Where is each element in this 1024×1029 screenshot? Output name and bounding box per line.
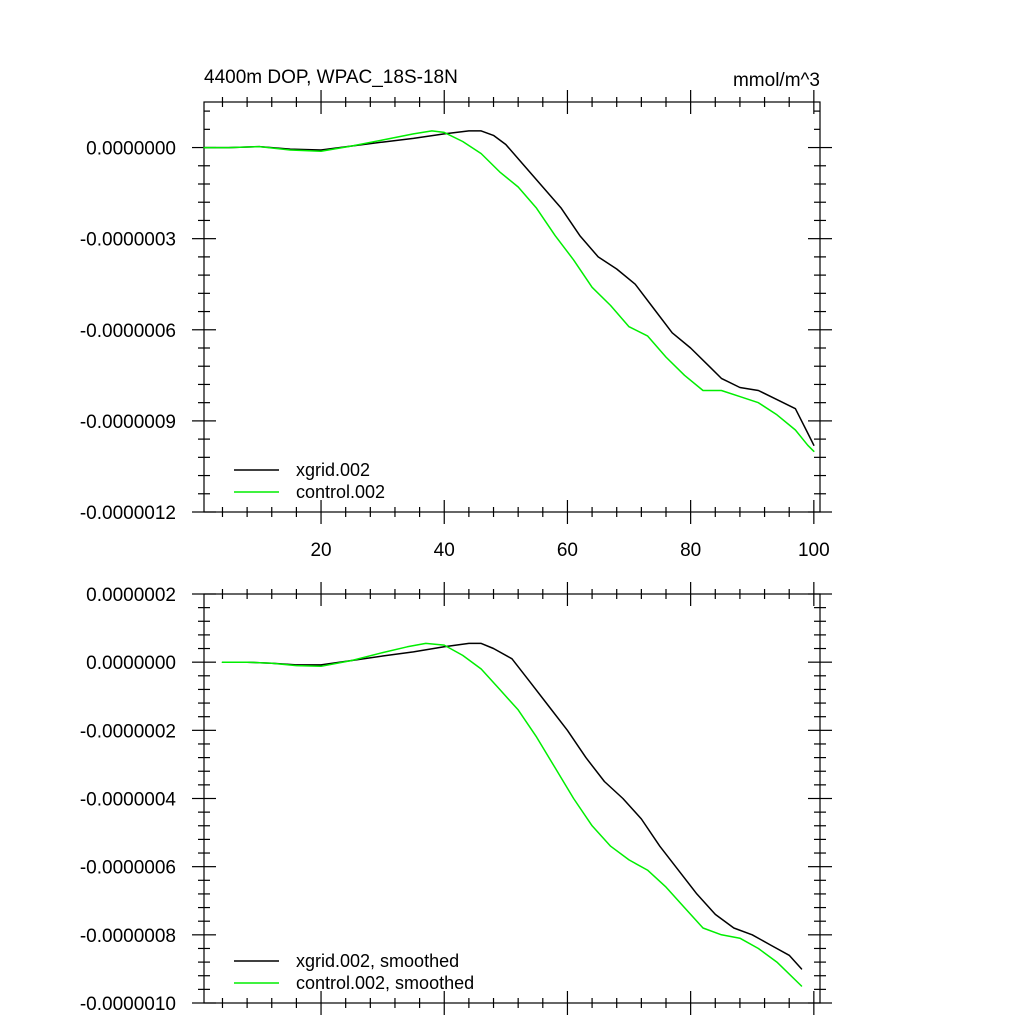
y-tick-label: -0.0000006 [80,321,176,342]
y-tick-label: -0.0000006 [80,858,176,879]
y-tick-label: -0.0000008 [80,926,176,947]
control-series-line [203,130,815,453]
y-tick-label: -0.0000010 [80,994,176,1015]
x-tick-label: 100 [798,540,830,561]
control-series-line [221,642,803,987]
bottom-panel-legend: xgrid.002, smoothed control.002, smoothe… [234,951,474,993]
y-tick-label: 0.0000000 [86,653,176,674]
legend-label-xgrid-smoothed: xgrid.002, smoothed [296,951,459,971]
y-tick-label: -0.0000002 [80,721,176,742]
bottom-panel: 0.0000002 0.0000000 -0.0000002 -0.0000004 -0… [80,582,832,1015]
y-tick-label: -0.0000012 [80,503,176,524]
x-tick-label: 40 [434,540,455,561]
legend-label-control-smoothed: control.002, smoothed [296,973,474,993]
y-tick-label: -0.0000004 [80,790,177,811]
top-panel-title: 4400m DOP, WPAC_18S-18N [204,67,458,88]
x-tick-label: 80 [680,540,701,561]
bottom-panel-series [221,642,803,987]
y-tick-label: -0.0000003 [80,230,176,251]
y-tick-label: 0.0000000 [86,139,176,160]
top-panel-units: mmol/m^3 [733,70,820,91]
x-tick-label: 20 [310,540,331,561]
top-panel-tick-labels: 20 40 60 80 100 0.0000000 -0.0000003 -0.0000006… [80,139,830,561]
top-panel-series [203,130,815,453]
y-tick-label: -0.0000009 [80,412,176,433]
bottom-panel-ticks [192,582,832,1015]
bottom-panel-tick-labels: 0.0000002 0.0000000 -0.0000002 -0.0000004 -0… [80,585,177,1015]
y-tick-label: 0.0000002 [86,585,176,606]
legend-label-control: control.002 [296,482,385,502]
top-panel-frame [203,101,821,513]
top-panel-ticks [192,90,832,524]
top-panel-legend: xgrid.002 control.002 [234,460,385,502]
top-panel: 4400m DOP, WPAC_18S-18N mmol/m^3 20 40 60 8… [80,67,832,561]
x-tick-label: 60 [557,540,578,561]
legend-label-xgrid: xgrid.002 [296,460,370,480]
